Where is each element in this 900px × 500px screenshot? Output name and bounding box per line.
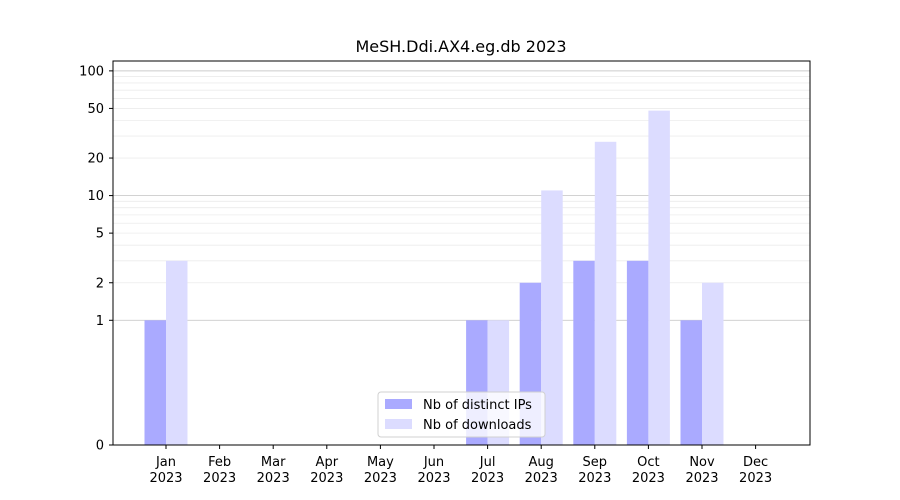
x-tick-label-line: 2023 (203, 471, 236, 486)
x-tick-label-line: Sep (583, 455, 608, 470)
x-tick-label-line: Jul (479, 455, 496, 470)
x-tick-label-line: 2023 (525, 471, 558, 486)
y-tick-label: 10 (87, 189, 104, 204)
x-tick-label-line: 2023 (739, 471, 772, 486)
x-tick-label-line: Apr (316, 455, 339, 470)
x-tick-label-line: Dec (743, 455, 768, 470)
x-tick-label-line: 2023 (578, 471, 611, 486)
x-tick-label: Jun 2023 (417, 455, 450, 486)
x-tick-label-line: 2023 (471, 471, 504, 486)
y-tick-label: 20 (87, 152, 104, 167)
legend-label: Nb of distinct IPs (423, 398, 532, 413)
x-tick-label: Oct 2023 (632, 455, 665, 486)
x-tick-label: Nov 2023 (685, 455, 718, 486)
x-tick-label-line: Jan (155, 455, 176, 470)
x-tick-label-line: 2023 (417, 471, 450, 486)
bar-ips (144, 320, 166, 445)
x-tick-label: Sep 2023 (578, 455, 611, 486)
y-tick-label: 2 (96, 276, 104, 291)
x-tick-label-line: 2023 (149, 471, 182, 486)
bar-ips (626, 260, 649, 445)
x-tick-label: Aug 2023 (525, 455, 558, 486)
x-tick-label-line: Oct (637, 455, 659, 470)
plot-frame (112, 60, 811, 446)
x-tick-label: Feb 2023 (203, 455, 236, 486)
x-tick-label-line: Nov (689, 455, 715, 470)
x-tick-label-line: Feb (208, 455, 231, 470)
x-tick-label: Jan 2023 (149, 455, 182, 486)
x-tick-label-line: Jun (423, 455, 444, 470)
x-tick-label-line: 2023 (364, 471, 397, 486)
x-tick-label-line: May (367, 455, 394, 470)
x-tick-label-line: Mar (261, 455, 286, 470)
legend: Nb of distinct IPs Nb of downloads (377, 391, 546, 438)
legend-swatch (385, 399, 412, 409)
bar-downloads (648, 110, 670, 445)
legend-swatch (385, 419, 412, 429)
chart-title: MeSH.Ddi.AX4.eg.db 2023 (355, 37, 566, 56)
bar-downloads (594, 141, 617, 445)
x-tick-label: Apr 2023 (310, 455, 343, 486)
x-tick-label-line: Aug (529, 455, 554, 470)
x-tick-label-line: 2023 (632, 471, 665, 486)
bar-downloads (166, 260, 188, 445)
y-tick-label: 50 (87, 102, 104, 117)
x-tick-label-line: 2023 (257, 471, 290, 486)
y-tick-label: 0 (96, 439, 104, 454)
x-tick-label: Mar 2023 (257, 455, 290, 486)
y-tick-label: 100 (79, 64, 104, 79)
bar-downloads (541, 190, 563, 445)
y-tick-label: 1 (96, 314, 104, 329)
y-tick-label: 5 (96, 227, 104, 242)
x-tick-label: Dec 2023 (739, 455, 772, 486)
bar-downloads (702, 282, 724, 445)
x-tick-label-line: 2023 (310, 471, 343, 486)
bar-ips (680, 320, 702, 445)
bar-ips (573, 260, 595, 445)
grid (113, 70, 810, 321)
legend-label: Nb of downloads (423, 418, 532, 433)
x-tick-label: Jul 2023 (471, 455, 504, 486)
legend-box (377, 391, 546, 438)
x-tick-label-line: 2023 (685, 471, 718, 486)
x-tick-label: May 2023 (364, 455, 397, 486)
